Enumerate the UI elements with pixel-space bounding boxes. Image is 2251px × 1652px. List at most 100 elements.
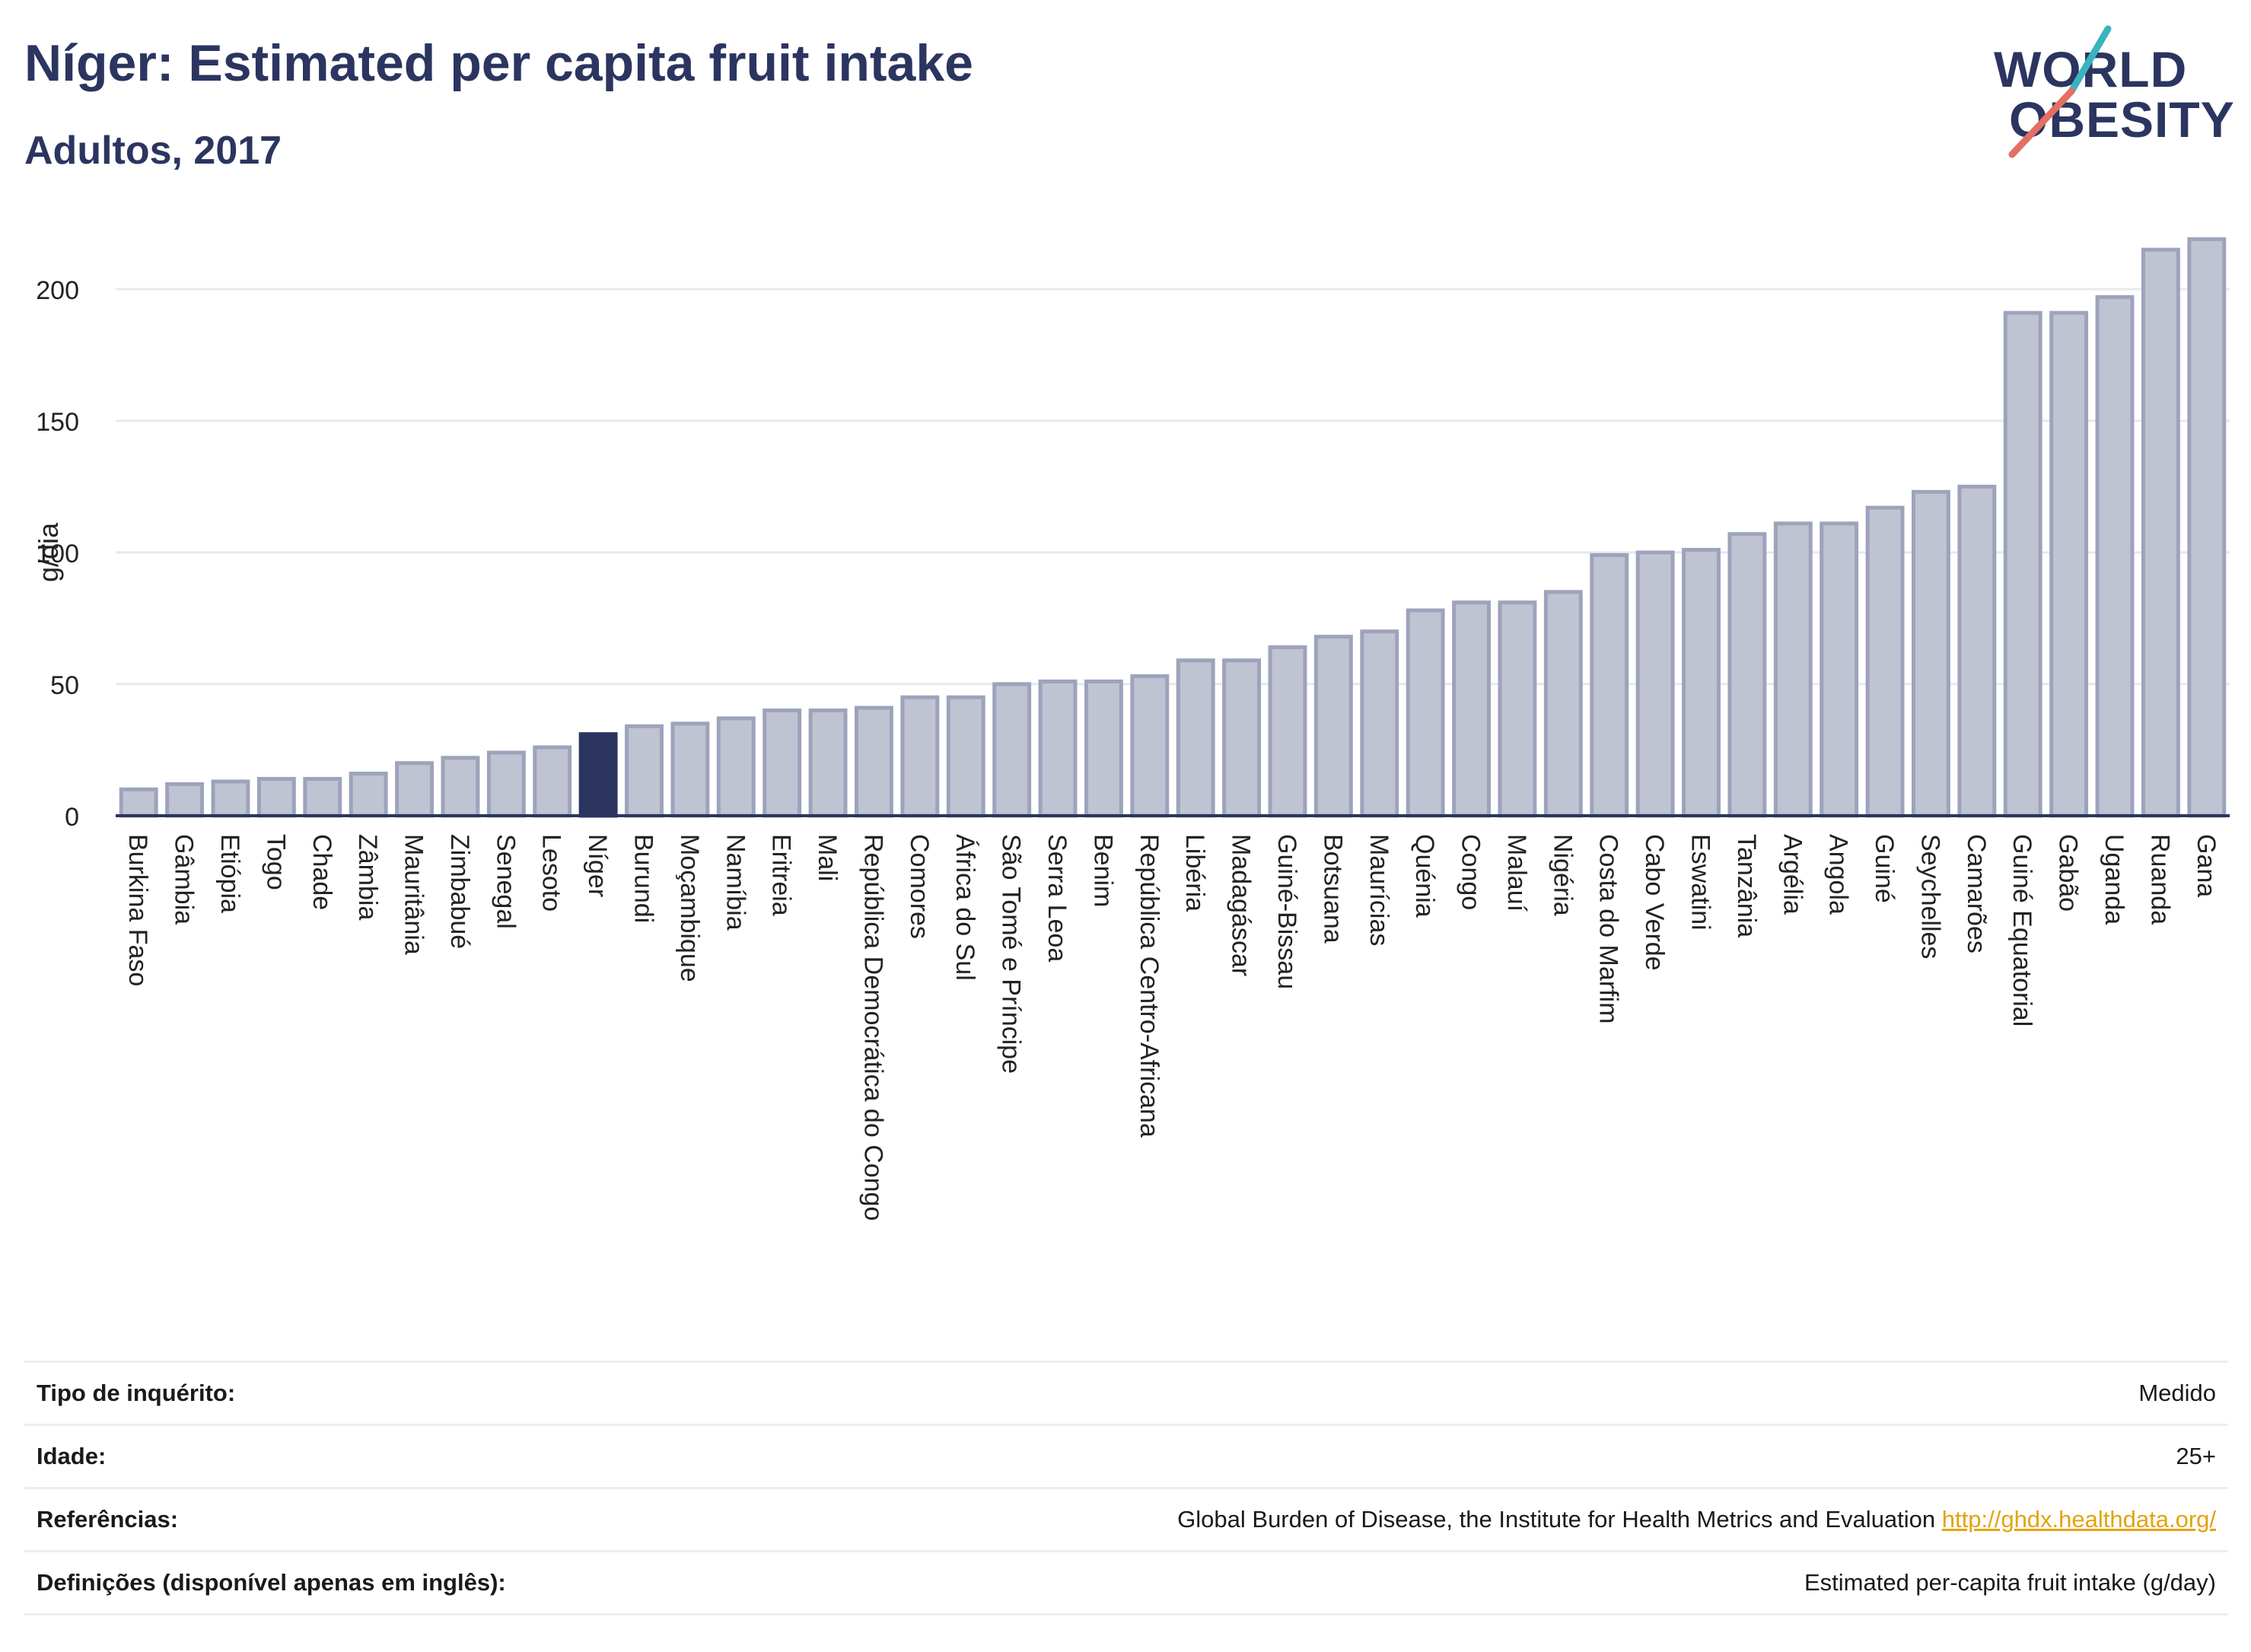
x-tick-label: Madagáscar xyxy=(1227,834,1256,976)
x-tick-label: Burkina Faso xyxy=(123,834,152,986)
info-label: Definições (disponível apenas em inglês)… xyxy=(37,1569,506,1596)
bar xyxy=(165,781,205,818)
x-tick-label: Guiné-Bissau xyxy=(1272,834,1301,989)
x-tick-label: Quénia xyxy=(1410,834,1439,918)
bar xyxy=(946,695,985,818)
bar-chart: 0 50 100 150 200 g/dia Burkina Faso Gâmbia Etióp… xyxy=(33,237,2230,1221)
y-tick-label: 0 xyxy=(65,803,79,832)
x-tick-label: Cabo Verde xyxy=(1640,834,1669,971)
chart-title: Níger: Estimated per capita fruit intake xyxy=(24,34,973,92)
x-tick-label: Mauritânia xyxy=(400,834,428,955)
x-tick-label: São Tomé e Príncipe xyxy=(997,834,1026,1074)
x-tick-label: Gana xyxy=(2192,834,2221,897)
x-tick-label: Gâmbia xyxy=(170,834,199,925)
bar xyxy=(670,721,710,818)
x-tick-label: Zimbabué xyxy=(445,834,474,949)
x-tick-label: Moçambique xyxy=(675,834,704,982)
bar xyxy=(1682,548,1721,818)
info-value: 25+ xyxy=(2176,1443,2216,1469)
reference-link[interactable]: http://ghdx.healthdata.org/ xyxy=(1941,1506,2216,1533)
bar xyxy=(395,761,434,818)
x-tick-label: Seychelles xyxy=(1915,834,1944,959)
x-tick-label: Mali xyxy=(813,834,842,881)
bar xyxy=(349,772,388,818)
bar xyxy=(1498,600,1537,818)
bar xyxy=(855,705,893,818)
bar xyxy=(1268,645,1307,818)
y-tick-label: 50 xyxy=(50,671,79,700)
bar xyxy=(900,695,940,818)
x-tick-label: Camarões xyxy=(1962,834,1991,953)
bar xyxy=(716,716,756,818)
bar xyxy=(211,779,250,818)
bar xyxy=(2095,294,2135,818)
x-tick-label: Nigéria xyxy=(1548,834,1577,916)
x-tick-label: África do Sul xyxy=(950,834,979,981)
info-label: Tipo de inquérito: xyxy=(37,1380,236,1406)
info-value: Medido xyxy=(2138,1380,2216,1406)
bar xyxy=(441,756,480,818)
bar xyxy=(1957,485,1997,818)
bar xyxy=(1038,680,1078,818)
bar xyxy=(1912,489,1950,818)
x-tick-label: Senegal xyxy=(491,834,520,929)
x-tick-label: Benim xyxy=(1088,834,1117,907)
bar xyxy=(1543,590,1583,818)
world-obesity-logo[interactable]: WORLD OBESITY xyxy=(1986,21,2237,166)
y-tick-label: 100 xyxy=(36,540,79,568)
bar xyxy=(1820,521,1859,818)
logo-slash-icon xyxy=(2008,25,2112,158)
x-tick-label: Gabão xyxy=(2054,834,2083,912)
info-label: Referências: xyxy=(37,1506,179,1533)
x-tick-label: Guiné Equatorial xyxy=(2007,834,2036,1027)
bar xyxy=(1406,608,1445,818)
info-value-container: Global Burden of Disease, the Institute … xyxy=(1177,1506,2216,1533)
x-tick-label: Burundi xyxy=(629,834,658,923)
x-tick-label: Zâmbia xyxy=(353,834,382,920)
bar xyxy=(486,750,526,818)
bar xyxy=(119,787,158,818)
bar xyxy=(1773,521,1813,818)
x-tick-label: República Democrática do Congo xyxy=(858,834,887,1221)
bar xyxy=(1635,550,1675,818)
bar xyxy=(1130,674,1170,818)
bar xyxy=(808,708,848,818)
chart-subtitle: Adultos, 2017 xyxy=(24,129,282,173)
bar xyxy=(763,708,802,818)
info-row-references: Referências: Global Burden of Disease, t… xyxy=(24,1489,2228,1552)
x-tick-label: Congo xyxy=(1457,834,1485,910)
bar xyxy=(578,732,618,818)
x-tick-label: Níger xyxy=(583,834,612,897)
x-tick-label: Eritreia xyxy=(767,834,796,916)
x-tick-label: Namíbia xyxy=(721,834,750,931)
y-tick-label: 200 xyxy=(36,276,79,305)
info-label: Idade: xyxy=(37,1443,107,1469)
bar xyxy=(625,724,664,818)
x-tick-label: Botsuana xyxy=(1318,834,1347,944)
bar xyxy=(303,777,342,818)
x-tick-label: Eswatini xyxy=(1686,834,1715,931)
bar xyxy=(1590,552,1629,818)
bar xyxy=(1176,658,1215,818)
x-tick-label: Libéria xyxy=(1180,834,1209,912)
y-tick-label: 150 xyxy=(36,408,79,437)
x-tick-label: Etiópia xyxy=(215,834,244,913)
x-tick-label: Chade xyxy=(307,834,336,910)
bar xyxy=(1727,532,1767,818)
bar xyxy=(1084,680,1123,818)
bar xyxy=(1222,658,1262,818)
bar xyxy=(2141,247,2180,818)
bar xyxy=(2003,310,2042,818)
x-tick-label: Costa do Marfim xyxy=(1594,834,1623,1023)
x-tick-label: Ruanda xyxy=(2145,834,2174,925)
x-tick-label: Argélia xyxy=(1778,834,1807,915)
bar xyxy=(533,745,572,818)
x-tick-label: Lesoto xyxy=(537,834,566,912)
bar xyxy=(2049,310,2089,818)
info-table: Tipo de inquérito: Medido Idade: 25+ Ref… xyxy=(24,1361,2228,1615)
bar xyxy=(256,777,296,818)
bar xyxy=(1452,600,1491,818)
bar xyxy=(1865,505,1905,818)
info-value: Estimated per-capita fruit intake (g/day… xyxy=(1804,1569,2216,1596)
x-tick-label: Serra Leoa xyxy=(1043,834,1071,962)
